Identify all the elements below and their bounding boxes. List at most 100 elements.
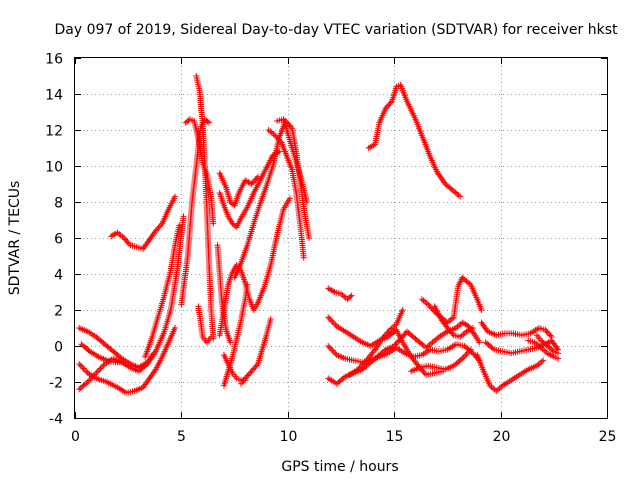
data-point-marker: [538, 358, 545, 365]
data-point-marker: [547, 332, 554, 339]
data-point-marker: [77, 362, 84, 369]
data-point-marker: [248, 181, 255, 187]
data-point-marker: [418, 296, 425, 303]
data-point-marker: [493, 388, 500, 394]
series-track-18: [231, 118, 313, 281]
data-point-marker: [490, 385, 497, 392]
data-point-marker: [300, 254, 307, 261]
data-point-marker: [448, 329, 455, 336]
data-point-marker: [385, 102, 392, 109]
series-track-04: [78, 341, 127, 366]
data-point-marker: [381, 347, 388, 354]
data-point-marker: [387, 99, 394, 106]
data-point-marker: [549, 347, 556, 354]
data-point-marker: [544, 329, 551, 336]
y-tick-label: -2: [49, 376, 63, 392]
series-track-11: [216, 170, 262, 209]
series-track-31: [474, 352, 547, 394]
data-point-marker: [427, 304, 434, 311]
data-point-marker: [494, 386, 501, 393]
data-point-marker: [287, 123, 294, 130]
data-point-marker: [383, 331, 390, 338]
data-point-marker: [542, 326, 549, 333]
series-track-32: [478, 319, 555, 340]
data-point-marker: [276, 148, 283, 155]
data-point-marker: [268, 129, 275, 136]
data-point-marker: [172, 325, 179, 331]
data-point-marker: [285, 120, 292, 127]
data-point-marker: [267, 128, 274, 135]
data-point-marker: [152, 227, 159, 234]
data-point-marker: [478, 307, 485, 313]
data-point-marker: [420, 368, 427, 375]
series-track-35: [525, 337, 562, 362]
data-point-marker: [154, 226, 161, 233]
data-point-marker: [457, 193, 464, 200]
data-point-marker: [303, 199, 310, 205]
data-point-marker: [272, 132, 279, 139]
data-point-marker: [265, 127, 272, 133]
series-track-10: [195, 303, 215, 346]
data-point-marker: [391, 343, 398, 349]
data-point-marker: [457, 356, 464, 363]
series-track-19: [265, 127, 307, 261]
data-point-marker: [432, 336, 439, 343]
series-track-02: [76, 325, 179, 396]
data-point-marker: [325, 314, 332, 321]
data-point-marker: [393, 340, 400, 347]
data-point-marker: [383, 103, 390, 110]
data-point-marker: [210, 220, 217, 227]
data-point-marker: [76, 361, 83, 367]
y-tick-label: 12: [45, 124, 63, 140]
data-point-marker: [397, 335, 404, 342]
data-point-marker: [543, 328, 550, 335]
data-point-marker: [423, 300, 430, 307]
data-point-marker: [340, 374, 347, 381]
series-track-01: [76, 325, 157, 371]
data-point-marker: [546, 331, 553, 338]
series-track-29: [418, 274, 485, 326]
data-point-marker: [275, 136, 282, 143]
series-track-28: [423, 319, 483, 351]
data-point-marker: [392, 341, 399, 348]
y-axis-label: SDTVAR / TECUs: [7, 181, 23, 296]
series-track-21: [325, 285, 355, 303]
y-tick-label: 16: [45, 52, 63, 68]
data-point-marker: [328, 317, 335, 324]
data-point-marker: [330, 349, 337, 355]
data-point-marker: [380, 334, 387, 340]
series-track-25: [346, 307, 406, 378]
data-point-marker: [366, 360, 373, 367]
series-track-05: [108, 193, 179, 252]
data-point-marker: [555, 350, 562, 357]
data-point-marker: [476, 339, 483, 346]
data-point-marker: [453, 190, 460, 197]
data-point-marker: [286, 122, 293, 129]
data-point-marker: [85, 347, 92, 354]
data-point-marker: [401, 331, 408, 338]
data-point-marker: [120, 359, 127, 366]
data-point-marker: [251, 365, 258, 372]
data-point-marker: [120, 235, 127, 241]
data-point-marker: [253, 362, 260, 369]
grid: [75, 58, 607, 418]
data-point-marker: [273, 133, 280, 140]
data-point-marker: [399, 307, 406, 313]
y-tick-label: 10: [45, 160, 63, 176]
data-point-marker: [449, 187, 456, 193]
data-point-marker: [400, 332, 407, 339]
data-point-marker: [326, 344, 333, 351]
data-point-marker: [395, 338, 402, 345]
x-tick-label: 0: [71, 429, 80, 445]
data-point-marker: [398, 334, 405, 341]
series-track-27: [408, 346, 474, 375]
data-point-marker: [446, 327, 453, 334]
data-point-marker: [122, 236, 129, 243]
data-point-marker: [426, 342, 433, 349]
data-point-marker: [124, 239, 131, 246]
data-point-marker: [382, 105, 389, 112]
series-track-13: [216, 195, 293, 339]
data-point-marker: [172, 193, 179, 200]
data-series: [76, 73, 562, 396]
data-point-marker: [347, 293, 354, 300]
